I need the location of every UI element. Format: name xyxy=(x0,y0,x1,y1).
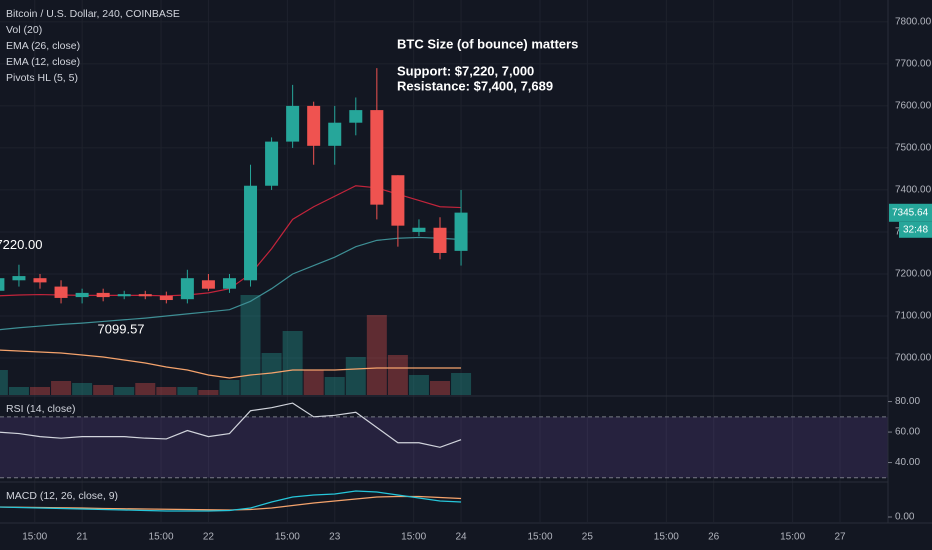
y-tick-label: 7400.00 xyxy=(895,185,932,196)
y-tick-label: 7000.00 xyxy=(895,353,932,364)
volume-bar xyxy=(177,387,198,395)
y-tick-label: 40.00 xyxy=(895,457,920,468)
volume-bar xyxy=(8,387,29,395)
volume-bar xyxy=(198,390,219,395)
x-tick-label: 22 xyxy=(203,532,215,543)
candle-body xyxy=(0,278,5,291)
volume-bar xyxy=(30,387,51,395)
volume-bar xyxy=(451,373,472,395)
volume-bar xyxy=(282,331,303,395)
countdown-tag xyxy=(899,221,932,238)
candle-body xyxy=(349,110,363,123)
volume-bar xyxy=(303,370,324,395)
volume-bar xyxy=(324,377,345,395)
x-tick-label: 15:00 xyxy=(401,532,426,543)
ema-line xyxy=(0,236,462,331)
rsi-band xyxy=(0,416,888,478)
candle-body xyxy=(370,110,384,205)
marks xyxy=(0,68,472,512)
rsi-line xyxy=(0,402,462,448)
last-price-label: 7345.64 xyxy=(892,207,929,218)
volume-bar xyxy=(387,355,408,395)
volume-bar xyxy=(93,385,114,395)
x-tick-label: 21 xyxy=(77,532,89,543)
legend-entry: EMA (12, close) xyxy=(6,56,80,68)
x-tick-label: 15:00 xyxy=(527,532,552,543)
candle-body xyxy=(96,292,110,298)
countdown-label: 32:48 xyxy=(903,224,928,235)
y-tick-label: 7100.00 xyxy=(895,311,932,322)
y-tick-label: 7800.00 xyxy=(895,16,932,27)
candle-body xyxy=(75,292,89,298)
candle-body xyxy=(454,212,468,251)
candle-body xyxy=(222,278,236,289)
volume-bar xyxy=(429,381,450,395)
last-price-tag xyxy=(889,203,932,222)
x-tick-label: 15:00 xyxy=(654,532,679,543)
volume-bar xyxy=(366,315,387,395)
y-tick-label: 60.00 xyxy=(895,427,920,438)
candle-body xyxy=(328,122,342,146)
x-tick-label: 23 xyxy=(329,532,341,543)
candle-body xyxy=(180,278,194,300)
x-tick-label: 15:00 xyxy=(275,532,300,543)
volume-bar xyxy=(240,295,261,395)
candle-body xyxy=(265,141,279,186)
volume-bar xyxy=(72,383,93,395)
volume-bar xyxy=(114,387,135,395)
candle-body xyxy=(286,105,300,142)
x-tick-label: 15:00 xyxy=(22,532,47,543)
volume-bar xyxy=(0,370,8,395)
y-tick-label: 7700.00 xyxy=(895,59,932,70)
x-tick-label: 26 xyxy=(708,532,720,543)
candle-body xyxy=(244,185,258,281)
annotation: Resistance: $7,400, 7,689 xyxy=(397,78,553,93)
y-tick-label: 7600.00 xyxy=(895,101,932,112)
annotation: Support: $7,220, 7,000 xyxy=(397,63,534,78)
x-tick-label: 15:00 xyxy=(780,532,805,543)
x-tick-label: 27 xyxy=(834,532,846,543)
y-tick-label: 0.00 xyxy=(895,512,915,523)
volume-bar xyxy=(219,380,240,395)
legend-entry: Vol (20) xyxy=(6,24,42,36)
volume-bar xyxy=(156,387,177,395)
macd-line xyxy=(0,490,462,512)
y-tick-label: 7500.00 xyxy=(895,143,932,154)
legend-entry: EMA (26, close) xyxy=(6,40,80,52)
volume-bar xyxy=(345,357,366,395)
pivot-label: 7220.00 xyxy=(0,237,42,252)
grid xyxy=(0,0,888,522)
legend-entry: RSI (14, close) xyxy=(6,403,75,415)
candle-body xyxy=(159,295,173,301)
candle-body xyxy=(12,276,26,281)
candle-body xyxy=(138,294,152,297)
y-tick-label: 7200.00 xyxy=(895,269,932,280)
candle-body xyxy=(391,175,405,226)
volume-bar xyxy=(135,383,156,395)
volume-bar xyxy=(408,375,429,395)
volume-ma xyxy=(0,349,462,379)
pivot-label: 7099.57 xyxy=(98,322,145,337)
candle-body xyxy=(412,227,426,232)
x-tick-label: 25 xyxy=(582,532,594,543)
x-tick-label: 15:00 xyxy=(149,532,174,543)
candle-body xyxy=(201,280,215,289)
volume-bar xyxy=(51,381,72,395)
annotation: BTC Size (of bounce) matters xyxy=(397,36,578,51)
symbol-title: Bitcoin / U.S. Dollar, 240, COINBASE xyxy=(6,8,180,20)
y-tick-label: 80.00 xyxy=(895,396,920,407)
candle-body xyxy=(54,286,68,298)
x-tick-label: 24 xyxy=(455,532,467,543)
candle-body xyxy=(307,105,321,146)
volume-bar xyxy=(261,353,282,395)
legend-entry: Pivots HL (5, 5) xyxy=(6,72,78,84)
candle-body xyxy=(433,227,447,253)
candle-body xyxy=(117,294,131,297)
legend-entry: MACD (12, 26, close, 9) xyxy=(6,490,118,502)
candle-body xyxy=(33,278,47,283)
